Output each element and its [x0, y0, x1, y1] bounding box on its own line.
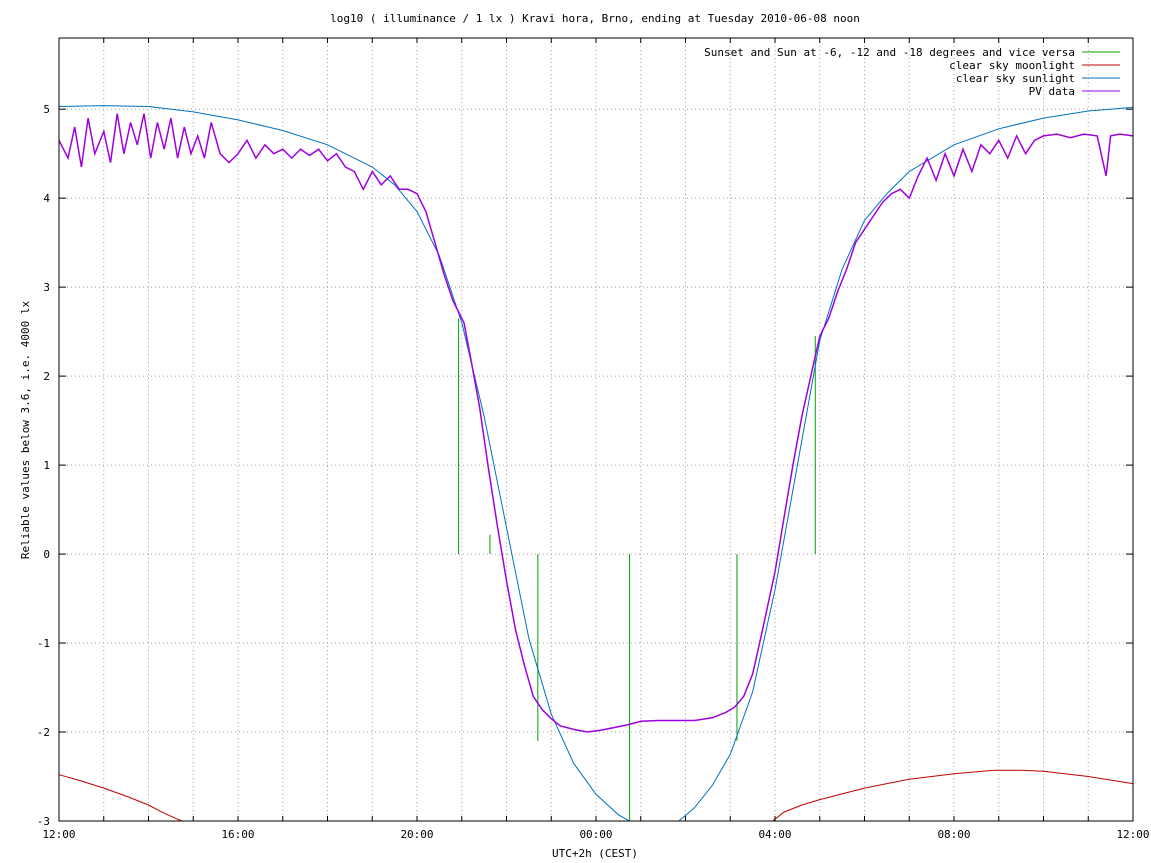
x-tick-label: 08:00 [937, 828, 970, 841]
chart-title: log10 ( illuminance / 1 lx ) Kravi hora,… [330, 12, 860, 25]
y-tick-label: 1 [43, 459, 50, 472]
axis-ticks: 12:00 16:00 20:00 00:00 04:00 08:00 12:00-3-2-… [37, 38, 1150, 841]
series-3 [58, 113, 1134, 733]
legend: Sunset and Sun at -6, -12 and -18 degree… [704, 46, 1120, 98]
series-0 [458, 318, 816, 821]
x-axis-label: UTC+2h (CEST) [552, 847, 638, 860]
series-line [58, 769, 1134, 822]
x-tick-label: 04:00 [758, 828, 791, 841]
y-tick-label: 2 [43, 370, 50, 383]
series-2 [58, 105, 1134, 822]
grid-lines [59, 38, 1133, 821]
x-tick-label: 16:00 [221, 828, 254, 841]
x-tick-label: 12:00 [42, 828, 75, 841]
x-tick-label: 00:00 [579, 828, 612, 841]
y-tick-label: -3 [37, 815, 50, 828]
y-tick-label: 0 [43, 548, 50, 561]
x-tick-label: 12:00 [1116, 828, 1149, 841]
y-tick-label: 3 [43, 281, 50, 294]
series-1 [58, 769, 1134, 822]
y-tick-label: -1 [37, 637, 50, 650]
x-tick-label: 20:00 [400, 828, 433, 841]
series-line [58, 113, 1134, 733]
legend-label: Sunset and Sun at -6, -12 and -18 degree… [704, 46, 1075, 59]
series-layer [58, 105, 1134, 822]
y-tick-label: 4 [43, 192, 50, 205]
series-line [58, 105, 1134, 822]
y-tick-label: -2 [37, 726, 50, 739]
legend-label: clear sky sunlight [956, 72, 1075, 85]
y-tick-label: 5 [43, 103, 50, 116]
legend-label: PV data [1029, 85, 1075, 98]
y-axis-label: Reliable values below 3.6, i.e. 4000 lx [19, 300, 32, 559]
legend-label: clear sky moonlight [949, 59, 1075, 72]
